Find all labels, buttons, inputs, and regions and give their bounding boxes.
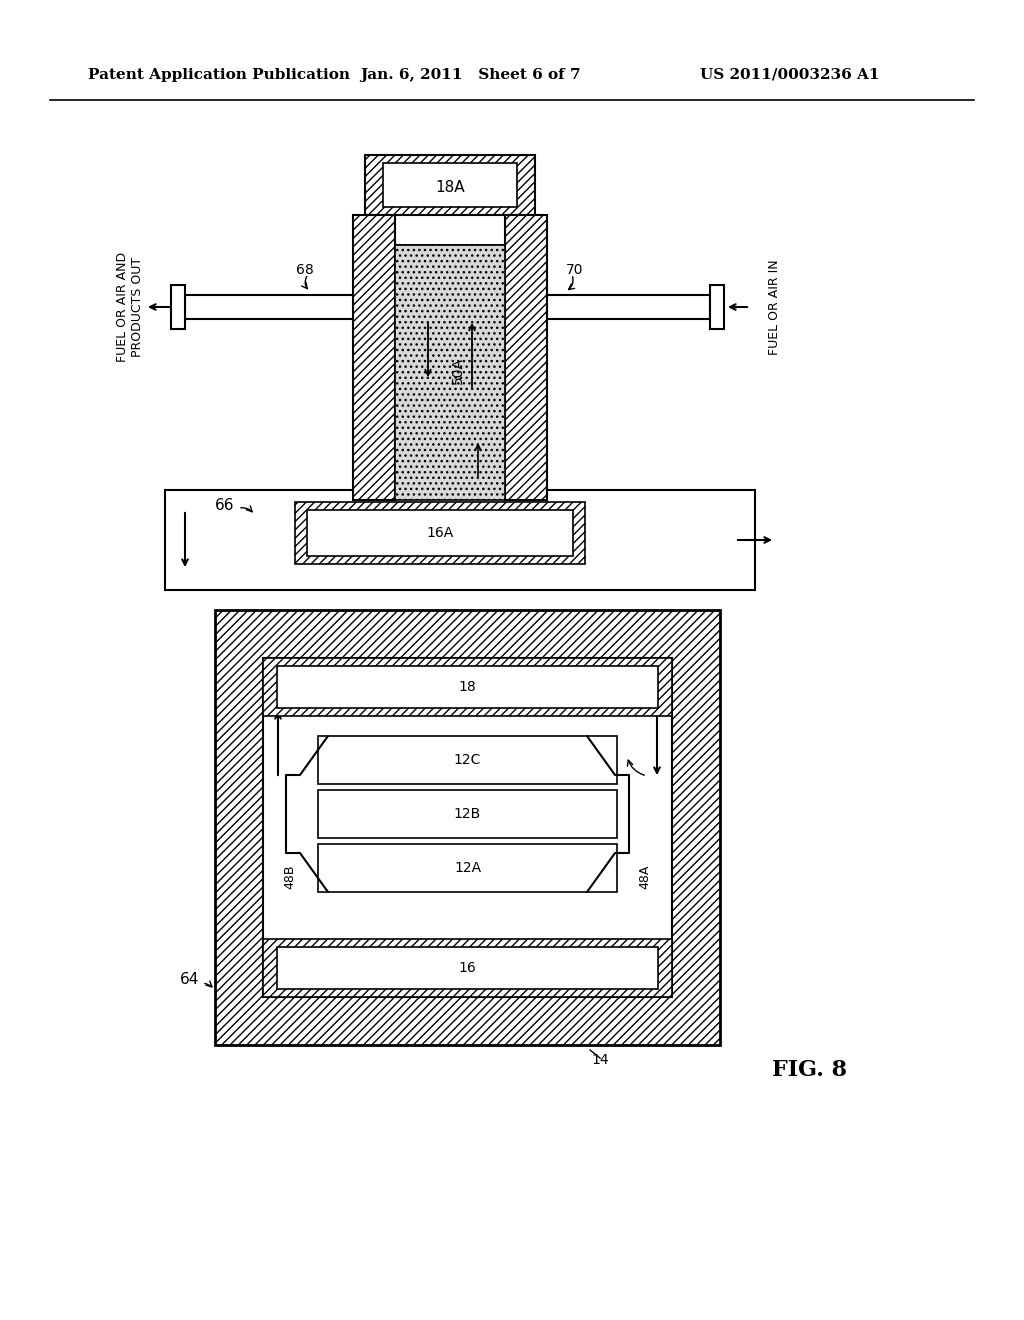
Bar: [263, 939, 672, 997]
Text: 12A: 12A: [454, 861, 481, 875]
Text: 66: 66: [215, 498, 234, 512]
Text: 48B: 48B: [284, 865, 297, 890]
Text: 48A: 48A: [639, 865, 651, 890]
Bar: [318, 843, 617, 892]
Bar: [278, 667, 658, 708]
Bar: [318, 737, 617, 784]
Text: 64: 64: [180, 973, 200, 987]
Text: FUEL OR AIR IN: FUEL OR AIR IN: [768, 259, 781, 355]
Bar: [278, 946, 658, 989]
Text: 16: 16: [459, 961, 476, 975]
Bar: [307, 510, 573, 556]
Text: 50A: 50A: [451, 356, 465, 384]
Bar: [318, 789, 617, 838]
Text: Patent Application Publication: Patent Application Publication: [88, 69, 350, 82]
Bar: [215, 610, 720, 1045]
Text: 70: 70: [566, 263, 584, 277]
Bar: [263, 657, 672, 997]
Text: FIG. 8: FIG. 8: [772, 1059, 848, 1081]
Bar: [395, 246, 505, 500]
Text: 12B: 12B: [454, 807, 481, 821]
Bar: [505, 215, 547, 500]
Text: 18: 18: [459, 680, 476, 694]
Bar: [547, 294, 710, 319]
Text: 12C: 12C: [454, 752, 481, 767]
Text: 14: 14: [591, 1053, 609, 1067]
Bar: [383, 162, 517, 207]
Text: 16A: 16A: [426, 525, 454, 540]
Bar: [365, 154, 535, 215]
Text: US 2011/0003236 A1: US 2011/0003236 A1: [700, 69, 880, 82]
Bar: [171, 285, 185, 329]
Text: 18A: 18A: [435, 180, 465, 194]
Bar: [165, 490, 755, 590]
Bar: [353, 215, 395, 500]
Bar: [185, 294, 353, 319]
Text: FUEL OR AIR AND
PRODUCTS OUT: FUEL OR AIR AND PRODUCTS OUT: [116, 252, 144, 362]
Bar: [295, 502, 585, 564]
Bar: [710, 285, 724, 329]
Bar: [263, 657, 672, 715]
Text: 68: 68: [296, 263, 314, 277]
Text: Jan. 6, 2011   Sheet 6 of 7: Jan. 6, 2011 Sheet 6 of 7: [360, 69, 581, 82]
Bar: [395, 246, 505, 500]
